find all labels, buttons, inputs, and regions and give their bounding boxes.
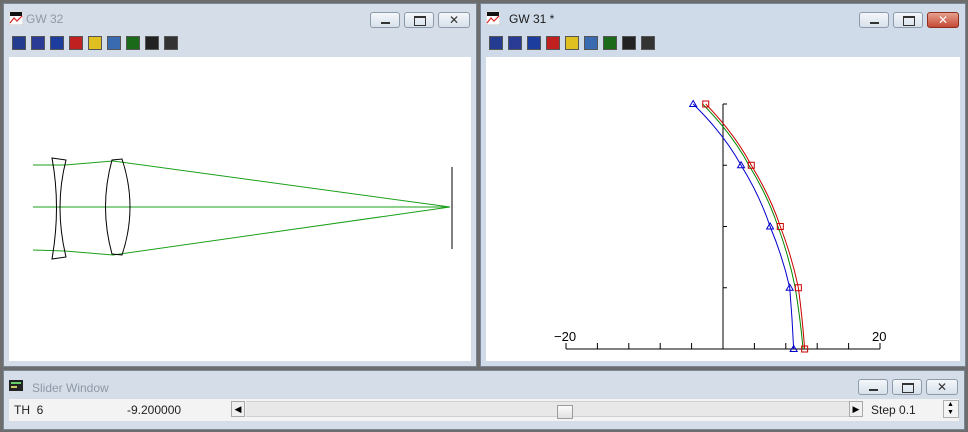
ray-fan-icon[interactable]: [546, 36, 560, 50]
navigate-icon[interactable]: [164, 36, 178, 50]
ray-fan-icon[interactable]: [69, 36, 83, 50]
spin-up-icon: ▲: [947, 401, 954, 408]
series-2-point: [794, 284, 802, 292]
series-line-0: [692, 103, 795, 350]
series-0-point: [688, 99, 698, 107]
series-0-point: [785, 283, 795, 291]
maximize-button[interactable]: [892, 379, 922, 395]
slider-app-icon: [9, 380, 23, 391]
window-title: GW 31 *: [509, 12, 555, 26]
psf-icon[interactable]: [603, 36, 617, 50]
minimize-button[interactable]: [370, 12, 400, 28]
close-icon: ✕: [938, 13, 949, 27]
series-0-point: [789, 344, 799, 352]
restore-icon: [414, 16, 426, 26]
restore-icon: [903, 16, 915, 26]
minimize-icon: [381, 22, 390, 24]
series-2-point: [801, 345, 809, 353]
step-spinner[interactable]: ▲ ▼: [943, 400, 959, 418]
maximize-button[interactable]: [893, 12, 923, 28]
spot-diagram-icon[interactable]: [50, 36, 64, 50]
ray-bundle: [32, 160, 451, 256]
lens-layout-icon[interactable]: [508, 36, 522, 50]
minimize-icon: [869, 389, 878, 391]
slider-window[interactable]: Slider Window ✕ TH 6 -9.200000 ◀ ▶ Step …: [3, 370, 965, 430]
close-icon: ✕: [937, 380, 948, 394]
slider-thumb[interactable]: [557, 405, 573, 419]
psf-icon[interactable]: [126, 36, 140, 50]
series-2-point: [747, 161, 755, 169]
series-2-point: [776, 223, 784, 230]
lens-layout-icon[interactable]: [31, 36, 45, 50]
series-0-point: [736, 160, 746, 169]
lens-elements: [51, 157, 453, 260]
bar-target-icon[interactable]: [622, 36, 636, 50]
slider-titlebar[interactable]: Slider Window ✕: [4, 371, 964, 399]
navigate-icon[interactable]: [641, 36, 655, 50]
arrow-right-icon: ▶: [852, 404, 860, 414]
spin-down-icon: ▼: [947, 409, 954, 416]
close-button[interactable]: ✕: [926, 379, 958, 395]
gw31-titlebar[interactable]: GW 31 * ✕: [481, 4, 965, 32]
slider-right-button[interactable]: ▶: [849, 401, 863, 417]
lens-layout-drawing: [32, 157, 453, 260]
lens-element-1: [51, 157, 67, 260]
gw32-titlebar[interactable]: GW 32 ✕: [4, 4, 476, 32]
app-icon: [9, 11, 23, 25]
window-title: GW 32: [26, 12, 64, 26]
lens-layout-canvas[interactable]: [9, 57, 471, 361]
series-0-point: [765, 222, 775, 230]
color-band-icon[interactable]: [565, 36, 579, 50]
wavefront-icon[interactable]: [107, 36, 121, 50]
plot-series: [688, 99, 809, 353]
field-curvature-plot: −20 20: [554, 99, 886, 353]
arrow-left-icon: ◀: [234, 404, 242, 414]
minimize-button[interactable]: [858, 379, 888, 395]
plot-axes: [565, 103, 881, 350]
close-button[interactable]: ✕: [927, 12, 959, 28]
gw31-window[interactable]: GW 31 * ✕ −20 20: [480, 3, 966, 367]
x-tick-label-max: 20: [872, 329, 886, 344]
slider-left-button[interactable]: ◀: [231, 401, 245, 417]
app-icon: [486, 11, 500, 25]
slider-row: TH 6 -9.200000 ◀ ▶ Step 0.1 ▲ ▼: [9, 399, 959, 421]
series-line-1: [702, 103, 804, 350]
x-tick-label-min: −20: [554, 329, 576, 344]
slider-track[interactable]: [246, 401, 849, 419]
parameter-value: -9.200000: [127, 403, 182, 417]
gw32-toolbar: [9, 33, 471, 55]
gw32-window[interactable]: GW 32 ✕: [3, 3, 477, 367]
series-line-2: [705, 103, 806, 350]
series-2-point: [702, 100, 710, 108]
spot-diagram-icon[interactable]: [527, 36, 541, 50]
gw31-toolbar: [486, 33, 960, 55]
bar-target-icon[interactable]: [145, 36, 159, 50]
close-button[interactable]: ✕: [438, 12, 470, 28]
lens-element-2: [105, 158, 131, 256]
field-curvature-canvas[interactable]: −20 20: [486, 57, 960, 361]
restore-icon: [902, 383, 914, 393]
parameter-label: TH 6: [14, 403, 44, 417]
grid-plot-icon[interactable]: [12, 36, 26, 50]
window-title: Slider Window: [32, 381, 109, 395]
step-label: Step 0.1: [871, 403, 916, 417]
color-band-icon[interactable]: [88, 36, 102, 50]
close-icon: ✕: [449, 13, 460, 27]
grid-plot-icon[interactable]: [489, 36, 503, 50]
minimize-button[interactable]: [859, 12, 889, 28]
minimize-icon: [870, 22, 879, 24]
maximize-button[interactable]: [404, 12, 434, 28]
wavefront-icon[interactable]: [584, 36, 598, 50]
